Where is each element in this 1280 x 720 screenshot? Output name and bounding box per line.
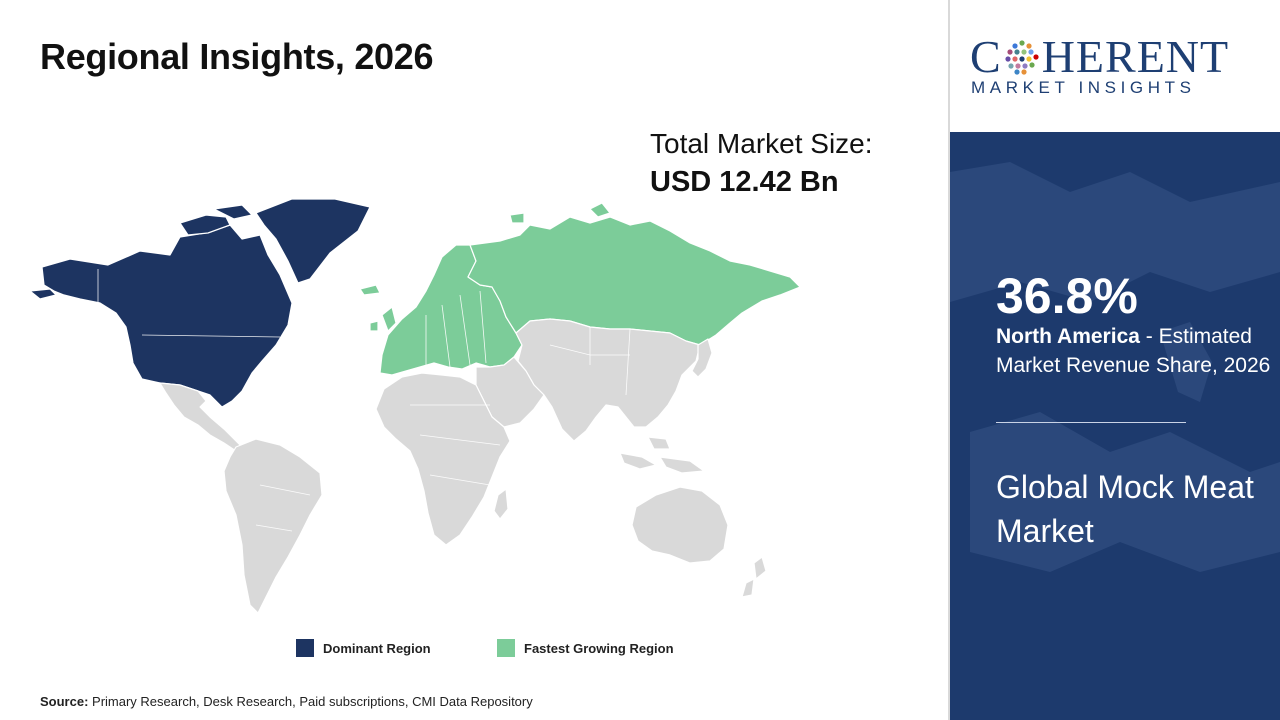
map-region-north-america-alaska-islands [30,288,57,300]
logo-dot-globe-icon [1005,39,1039,75]
map-region-asia [515,318,701,442]
share-region: North America [996,325,1140,348]
market-size-value: USD 12.42 Bn [650,166,839,198]
map-region-new-zealand [741,556,767,598]
map-region-indonesia [619,436,705,474]
map-region-iceland [359,284,381,296]
highlight-panel: 36.8% North America - Estimated Market R… [950,132,1280,720]
world-map [30,198,801,614]
source-label: Source: [40,694,89,709]
map-region-japan [691,338,713,378]
panel-divider [948,0,950,720]
map-region-australia [631,486,729,564]
source-text: Primary Research, Desk Research, Paid su… [92,694,533,709]
map-region-arctic-islands [179,204,253,236]
page-title: Regional Insights, 2026 [40,36,434,77]
legend-swatch-fastest-growing [497,639,515,657]
panel-rule [996,422,1186,423]
market-name: Global Mock Meat Market [996,469,1254,549]
legend-swatch-dominant [296,639,314,657]
share-desc-text: - Estimated Market Revenue Share, 2026 [996,325,1271,377]
share-description: North America - Estimated Market Revenue… [996,322,1271,380]
logo-letter-c: C [970,31,1002,82]
map-region-novaya-zemlya [509,202,611,224]
left-content: Regional Insights, 2026 Total Market Siz… [30,36,873,709]
share-percent: 36.8% [996,268,1138,324]
market-size-label: Total Market Size: [650,128,873,159]
source-note: Source: Primary Research, Desk Research,… [40,694,533,709]
logo-tagline: MARKET INSIGHTS [971,78,1196,97]
legend-label-dominant: Dominant Region [323,640,431,656]
map-region-north-america [41,224,293,408]
logo-wordmark: C HERENT [970,30,1229,83]
logo-letters-herent: HERENT [1041,31,1230,82]
map-region-uk-ireland [369,306,397,332]
legend-item-fastest-growing: Fastest Growing Region [497,639,674,657]
legend-item-dominant: Dominant Region [296,639,431,657]
map-region-greenland [255,198,371,284]
map-region-russia [467,216,801,346]
map-region-south-america [223,438,323,614]
panel-background-map-texture [950,162,1280,572]
brand-logo: C HERENT [950,0,1280,132]
map-region-madagascar [493,488,509,520]
legend-label-fastest-growing: Fastest Growing Region [524,640,674,656]
map-region-africa [375,372,511,546]
